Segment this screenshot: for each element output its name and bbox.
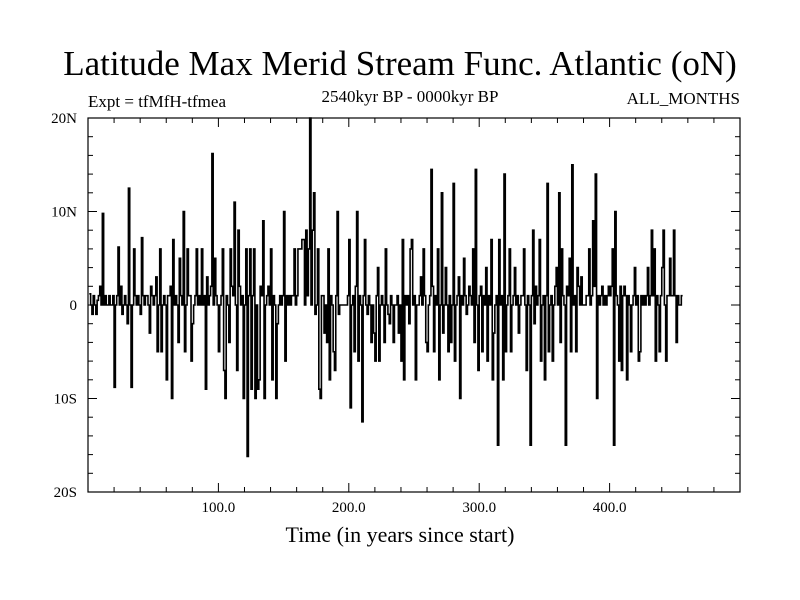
y-tick-label: 10S xyxy=(54,392,77,408)
x-tick-label: 200.0 xyxy=(332,500,366,516)
x-tick-label: 400.0 xyxy=(593,500,627,516)
y-tick-label: 0 xyxy=(70,298,78,314)
x-tick-label: 300.0 xyxy=(462,500,496,516)
x-tick-label: 100.0 xyxy=(202,500,236,516)
period-label: 2540kyr BP - 0000kyr BP xyxy=(321,87,499,106)
data-series xyxy=(89,117,683,458)
y-tick-label: 20S xyxy=(54,485,77,501)
axis-tick-labels: 100.0 200.0 300.0 400.0 20N 10N 0 10S 20S xyxy=(51,111,626,516)
axis-ticks xyxy=(88,118,740,492)
experiment-label: Expt = tfMfH-tfmea xyxy=(88,92,226,111)
x-axis-label: Time (in years since start) xyxy=(285,522,515,547)
months-label: ALL_MONTHS xyxy=(626,89,740,108)
series-line xyxy=(89,117,683,458)
y-tick-label: 10N xyxy=(51,205,77,221)
chart-title: Latitude Max Merid Stream Func. Atlantic… xyxy=(63,44,737,83)
y-tick-label: 20N xyxy=(51,111,77,127)
